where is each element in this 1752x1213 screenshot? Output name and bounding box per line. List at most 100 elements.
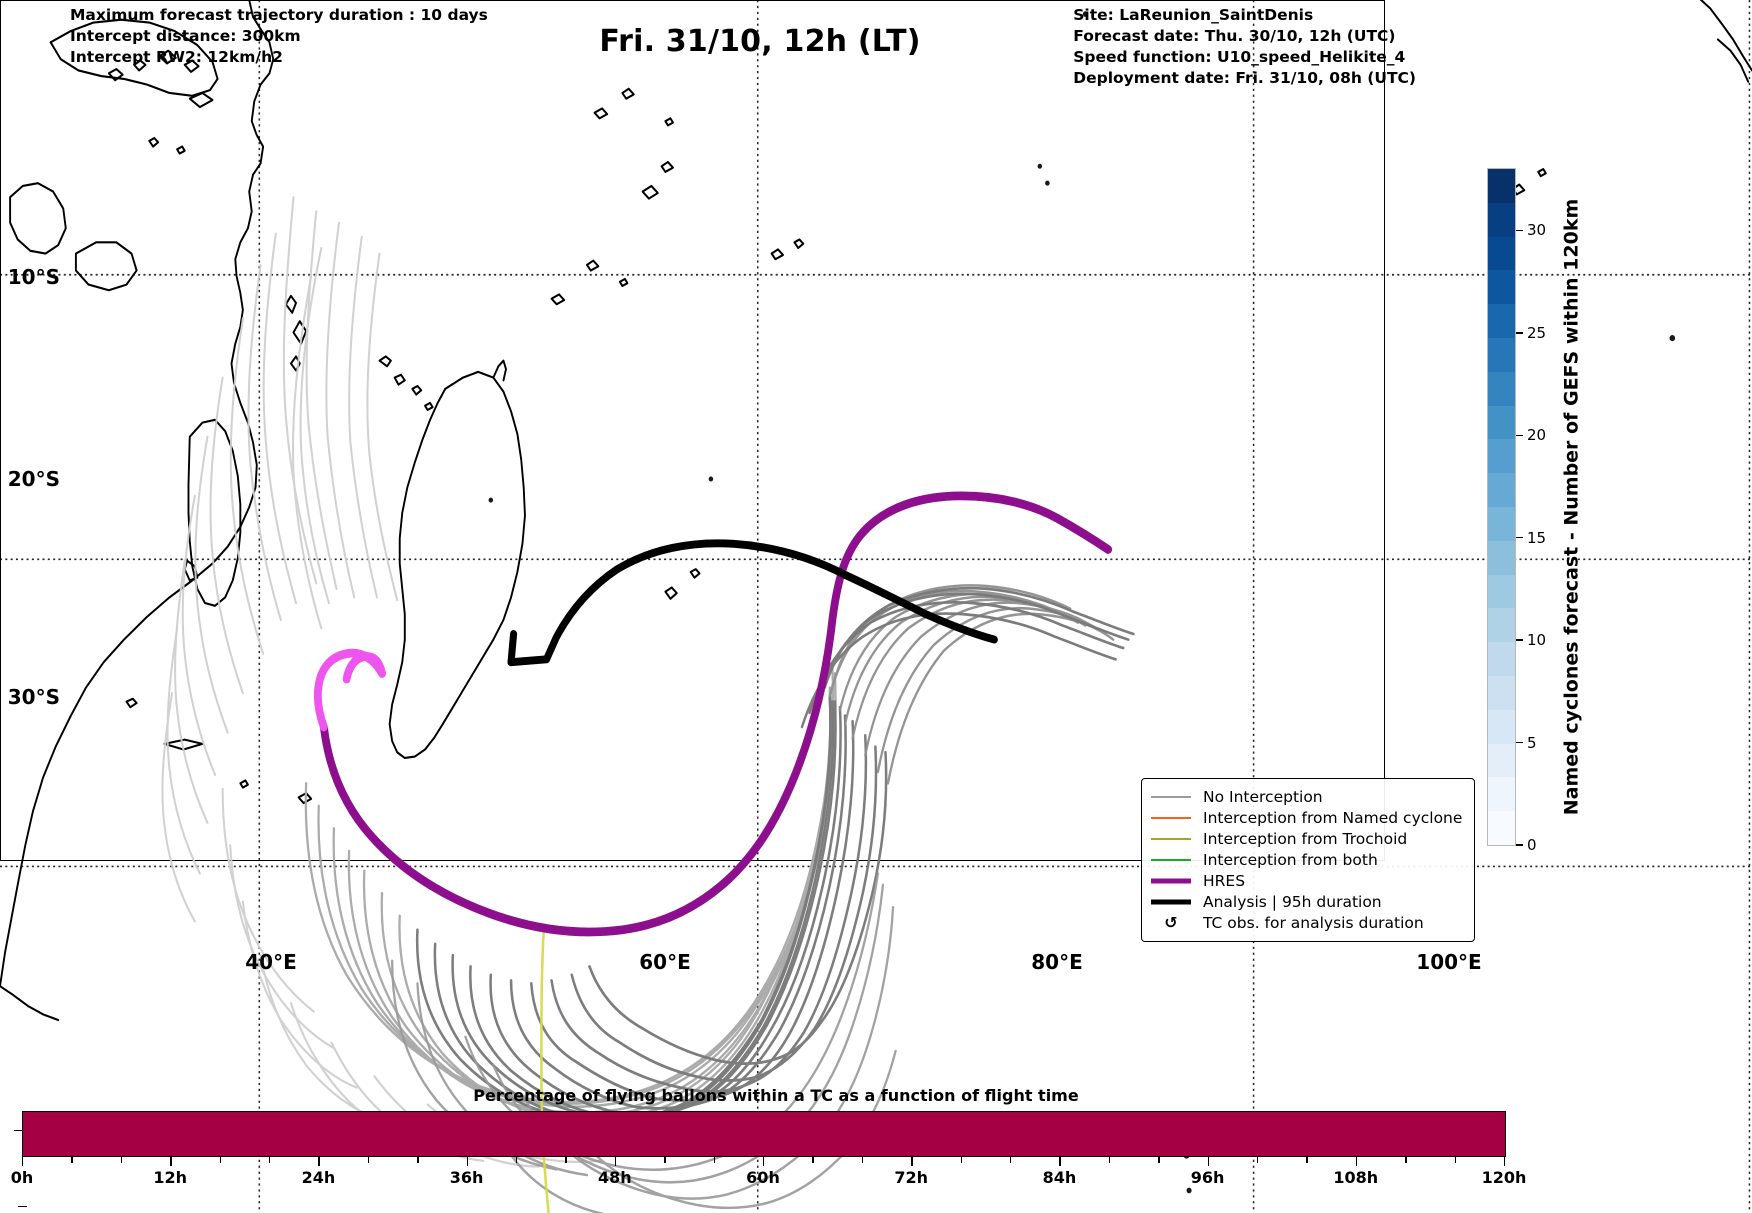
legend-label-no-interception: No Interception [1203,787,1323,806]
colorbar-segment [1488,304,1515,338]
cyclone-marker-icon: ↺ [1150,914,1192,931]
percentage-bar-tick-label: 24h [301,1168,336,1187]
colorbar-segment [1488,405,1515,440]
legend-swatch-both [1150,856,1192,864]
colorbar-segment [1488,371,1515,406]
hres-trajectory [313,491,1113,937]
legend-label-trochoid: Interception from Trochoid [1203,829,1408,848]
colorbar-label-text: Named cyclones forecast - Number of GEFS… [1560,198,1583,816]
percentage-bar-minor-tick [516,1157,518,1163]
percentage-bar-minor-tick [367,1157,370,1163]
percentage-bar-tick-label: 120h [1481,1168,1527,1187]
colorbar-segment [1488,506,1515,541]
colorbar-tick: 0 [1516,836,1537,854]
colorbar-tick-mark [1516,332,1523,334]
percentage-bar-tick-label: 48h [597,1168,632,1187]
colorbar-segment [1488,811,1515,845]
figure-corner-tick [18,1206,27,1208]
colorbar-tick-label: 25 [1527,323,1547,342]
header-deployment-date: Deployment date: Fri. 31/10, 08h (UTC) [1073,69,1416,87]
colorbar-tick-mark [1516,844,1523,846]
colorbar-tick-label: 30 [1527,221,1547,240]
colorbar-tick: 5 [1516,734,1537,752]
colorbar-tick-mark [1516,434,1523,436]
colorbar-label: Named cyclones forecast - Number of GEFS… [1556,168,1586,846]
percentage-bar-minor-tick [1158,1157,1160,1163]
percentage-bar-tick [466,1157,468,1166]
header-forecast-date: Forecast date: Thu. 30/10, 12h (UTC) [1073,27,1396,45]
analysis-track [507,539,998,667]
colorbar-segment [1488,169,1515,203]
legend-swatch-trochoid [1150,835,1192,843]
legend-label-analysis: Analysis | 95h duration [1203,892,1382,911]
page-title: Fri. 31/10, 12h (LT) [599,24,921,59]
colorbar-segment [1488,675,1515,710]
colorbar-segment [1488,202,1515,237]
colorbar-tick-label: 5 [1527,733,1537,752]
legend-swatch-analysis [1150,898,1192,906]
colorbar-tick: 25 [1516,324,1546,342]
percentage-bar-tick-label: 108h [1333,1168,1379,1187]
percentage-bar-minor-tick [1108,1157,1111,1163]
percentage-bar-tick-label: 84h [1042,1168,1077,1187]
legend-item-no-interception[interactable]: No Interception [1150,786,1464,807]
percentage-bar-tick-marks [22,1157,1506,1167]
lat-tick-30S: 30°S [7,685,60,709]
legend-item-trochoid[interactable]: Interception from Trochoid [1150,828,1464,849]
percentage-bar-tick [1059,1157,1061,1166]
legend-label-tc-obs: TC obs. for analysis duration [1203,913,1424,932]
colorbar-segment [1488,777,1515,812]
colorbar-segment [1488,540,1515,575]
percentage-bar-minor-tick [1010,1157,1012,1163]
percentage-bar-axes [22,1111,1506,1157]
legend-swatch-hres [1150,877,1192,885]
colorbar-segment [1488,236,1515,271]
legend-item-analysis[interactable]: Analysis | 95h duration [1150,891,1464,912]
lon-tick-40E: 40°E [245,950,297,974]
percentage-bar-minor-tick [1306,1157,1308,1163]
header-left-info: Maximum forecast trajectory duration : 1… [70,5,488,68]
legend-label-named-cyclone: Interception from Named cyclone [1203,808,1463,827]
legend-item-named-cyclone[interactable]: Interception from Named cyclone [1150,807,1464,828]
percentage-bar-fill [23,1112,1505,1156]
colorbar-segment [1488,439,1515,474]
legend-swatch-no-interception [1150,793,1192,801]
percentage-bar-minor-tick [565,1157,567,1163]
colorbar-segment [1488,574,1515,609]
tc-observation-markers [508,540,998,666]
percentage-bar-minor-tick [1454,1157,1456,1163]
legend-swatch-named-cyclone [1150,814,1192,822]
percentage-bar-tick [1207,1157,1209,1166]
lon-tick-100E: 100°E [1416,950,1482,974]
percentage-bar-minor-tick [1405,1157,1407,1163]
legend-label-both: Interception from both [1203,850,1378,869]
percentage-bar-tick [170,1157,172,1166]
percentage-bar-left-tick [14,1130,22,1132]
percentage-bar-tick [911,1157,913,1166]
colorbar-segment [1488,473,1515,507]
colorbar-segment [1488,337,1515,372]
colorbar-tick-label: 10 [1527,631,1547,650]
percentage-bar-minor-tick [71,1157,73,1163]
colorbar-tick-mark [1516,229,1523,232]
colorbar-tick-label: 20 [1527,426,1547,445]
percentage-bar-minor-tick [664,1157,666,1163]
ocean-detail-dots [488,11,1676,1194]
percentage-bar-tick-label: 0h [10,1168,34,1187]
percentage-bar-tick [614,1157,617,1166]
legend-item-both[interactable]: Interception from both [1150,849,1464,870]
percentage-bar-tick [1355,1157,1358,1166]
legend-item-tc-obs[interactable]: ↺ TC obs. for analysis duration [1150,912,1464,933]
map-legend: No Interception Interception from Named … [1141,778,1475,942]
percentage-bar-minor-tick [1257,1157,1259,1163]
percentage-bar-tick-label: 36h [449,1168,484,1187]
colorbar-segment [1488,608,1515,643]
percentage-bar-minor-tick [861,1157,864,1163]
coastlines [0,0,1752,1022]
legend-item-hres[interactable]: HRES [1150,870,1464,891]
colorbar-segment [1488,743,1515,778]
colorbar-ticks: 0 5 10 15 20 25 30 [1516,168,1576,854]
